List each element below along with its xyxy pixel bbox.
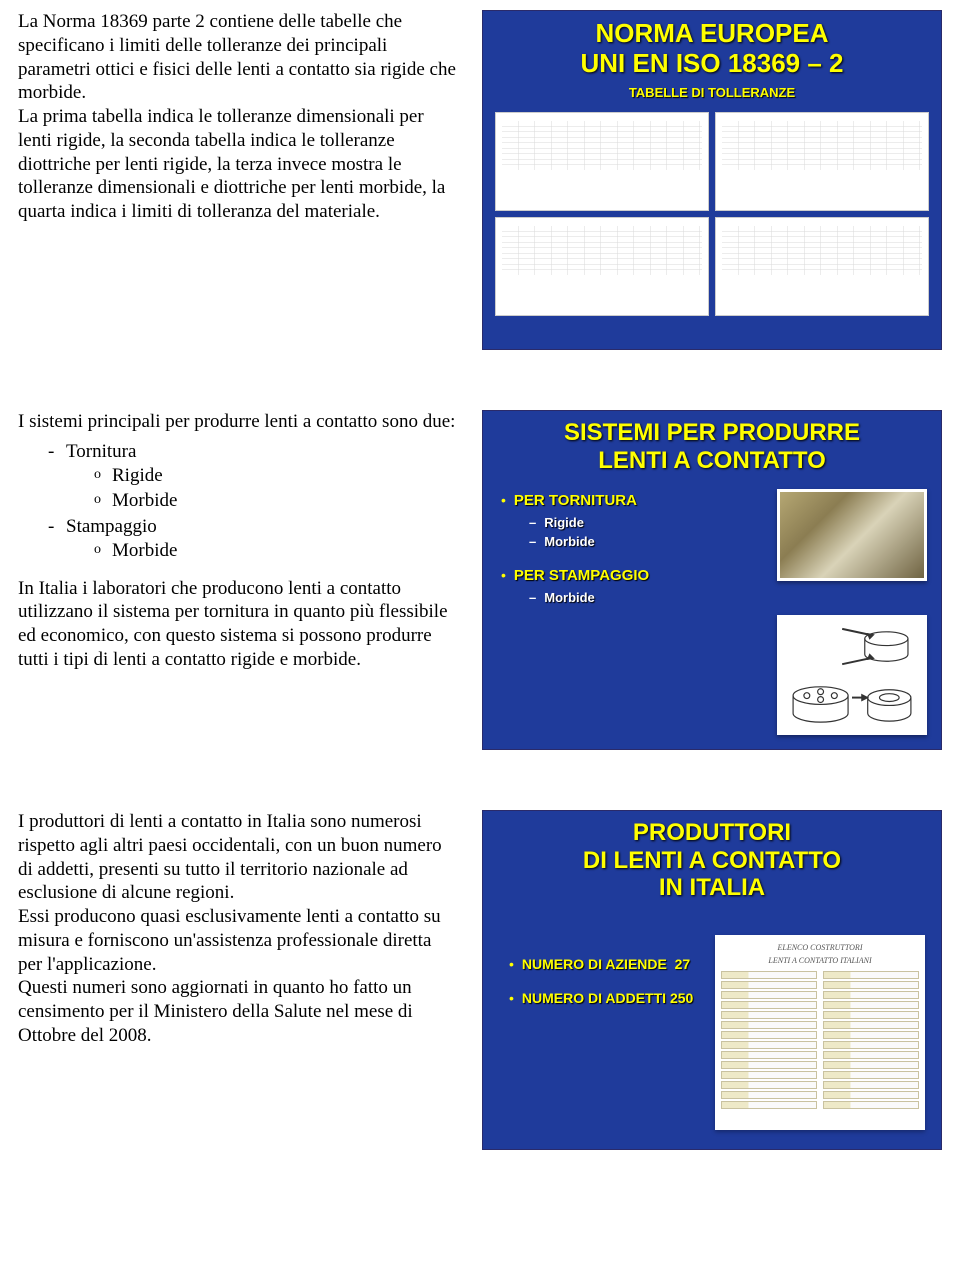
dash-icon: – [529, 590, 536, 605]
section-norma: La Norma 18369 parte 2 contiene delle ta… [18, 10, 942, 350]
stampaggio-sublist: Morbide [94, 539, 458, 563]
slide2-title-line2: LENTI A CONTATTO [493, 447, 931, 475]
slide-norma: NORMA EUROPEA UNI EN ISO 18369 – 2 TABEL… [482, 10, 942, 350]
molding-diagram [777, 615, 927, 735]
paragraph-produttori: I produttori di lenti a contatto in Ital… [18, 810, 458, 1048]
table-row [721, 1101, 817, 1109]
table-row [823, 1031, 919, 1039]
dash-icon: – [529, 515, 536, 530]
bullet-label-tornitura: PER TORNITURA [514, 492, 637, 509]
text-column-3: I produttori di lenti a contatto in Ital… [18, 810, 458, 1052]
stat1-text: NUMERO DI AZIENDE [522, 956, 667, 972]
sub-label-morbide-2: Morbide [544, 590, 595, 605]
table-row [721, 1061, 817, 1069]
bullet-icon: • [509, 957, 514, 971]
table-row [721, 991, 817, 999]
slide3-title: PRODUTTORI DI LENTI A CONTATTO IN ITALIA [483, 811, 941, 908]
stat2-value: 250 [670, 990, 693, 1006]
table-row [823, 1011, 919, 1019]
intro-sistemi: I sistemi principali per produrre lenti … [18, 410, 458, 434]
paragraph-italia: In Italia i laboratori che producono len… [18, 577, 458, 672]
slide1-title: NORMA EUROPEA UNI EN ISO 18369 – 2 [483, 11, 941, 85]
stat-aziende-label: NUMERO DI AZIENDE 27 [522, 956, 690, 972]
table-row [823, 991, 919, 999]
tornitura-sublist: Rigide Morbide [94, 464, 458, 514]
section-produttori: I produttori di lenti a contatto in Ital… [18, 810, 942, 1150]
slide1-subtitle: TABELLE DI TOLLERANZE [483, 85, 941, 100]
tolerance-tables-grid [483, 108, 941, 328]
table-row [721, 971, 817, 979]
table-row [721, 1001, 817, 1009]
tolerance-table-3 [495, 217, 709, 316]
table-row [823, 1081, 919, 1089]
table-row [823, 1061, 919, 1069]
table-row [823, 1021, 919, 1029]
table-row [721, 1081, 817, 1089]
slide-column-2: SISTEMI PER PRODURRE LENTI A CONTATTO • … [482, 410, 942, 750]
table-row [823, 981, 919, 989]
bullet-icon: • [501, 493, 506, 507]
molding-svg-icon [783, 621, 921, 729]
table-row [721, 1021, 817, 1029]
table-header-2: LENTI A CONTATTO ITALIANI [721, 956, 919, 965]
text-column-1: La Norma 18369 parte 2 contiene delle ta… [18, 10, 458, 228]
lathe-photo [777, 489, 927, 581]
subitem-rigide: Rigide [94, 464, 458, 488]
table-row [721, 1011, 817, 1019]
item-label-tornitura: Tornitura [66, 441, 136, 462]
table-row [823, 1051, 919, 1059]
document-page: La Norma 18369 parte 2 contiene delle ta… [0, 0, 960, 1240]
slide1-title-line1: NORMA EUROPEA [493, 19, 931, 49]
table-row [721, 1071, 817, 1079]
manufacturers-rows [721, 971, 919, 1109]
table-row [721, 1051, 817, 1059]
tolerance-table-4 [715, 217, 929, 316]
dash-icon: – [529, 534, 536, 549]
subitem-morbide: Morbide [94, 489, 458, 513]
bullet-label-stampaggio: PER STAMPAGGIO [514, 567, 649, 584]
sub-label-rigide: Rigide [544, 515, 584, 530]
tolerance-table-2 [715, 112, 929, 211]
manufacturers-table: ELENCO COSTRUTTORI LENTI A CONTATTO ITAL… [715, 935, 925, 1130]
table-row [823, 1041, 919, 1049]
production-list: Tornitura Rigide Morbide Stampaggio Morb… [48, 440, 458, 563]
stat1-value: 27 [675, 956, 691, 972]
slide3-title-line3: IN ITALIA [493, 874, 931, 902]
text-column-2: I sistemi principali per produrre lenti … [18, 410, 458, 676]
stat-addetti-label: NUMERO DI ADDETTI 250 [522, 990, 693, 1006]
stat2-text: NUMERO DI ADDETTI [522, 990, 666, 1006]
slide3-title-line1: PRODUTTORI [493, 819, 931, 847]
slide2-title: SISTEMI PER PRODURRE LENTI A CONTATTO [483, 411, 941, 480]
item-label-stampaggio: Stampaggio [66, 516, 157, 537]
table-row [823, 971, 919, 979]
list-item-tornitura: Tornitura Rigide Morbide [48, 440, 458, 513]
bullet-icon: • [501, 568, 506, 582]
table-row [823, 1071, 919, 1079]
list-item-stampaggio: Stampaggio Morbide [48, 515, 458, 563]
table-row [823, 1091, 919, 1099]
subitem-morbide-2: Morbide [94, 539, 458, 563]
slide3-title-line2: DI LENTI A CONTATTO [493, 847, 931, 875]
slide2-title-line1: SISTEMI PER PRODURRE [493, 419, 931, 447]
table-row [721, 1091, 817, 1099]
table-row [721, 981, 817, 989]
paragraph-norma: La Norma 18369 parte 2 contiene delle ta… [18, 10, 458, 224]
bullet-icon: • [509, 991, 514, 1005]
slide1-title-line2: UNI EN ISO 18369 – 2 [493, 49, 931, 79]
slide-column-3: PRODUTTORI DI LENTI A CONTATTO IN ITALIA… [482, 810, 942, 1150]
table-row [823, 1101, 919, 1109]
slide-column-1: NORMA EUROPEA UNI EN ISO 18369 – 2 TABEL… [482, 10, 942, 350]
table-row [823, 1001, 919, 1009]
tolerance-table-1 [495, 112, 709, 211]
section-sistemi: I sistemi principali per produrre lenti … [18, 410, 942, 750]
sub-label-morbide: Morbide [544, 534, 595, 549]
table-row [721, 1031, 817, 1039]
sub-morbide-2: – Morbide [529, 590, 923, 605]
slide-produttori: PRODUTTORI DI LENTI A CONTATTO IN ITALIA… [482, 810, 942, 1150]
table-header-1: ELENCO COSTRUTTORI [721, 943, 919, 952]
table-row [721, 1041, 817, 1049]
slide-sistemi: SISTEMI PER PRODURRE LENTI A CONTATTO • … [482, 410, 942, 750]
